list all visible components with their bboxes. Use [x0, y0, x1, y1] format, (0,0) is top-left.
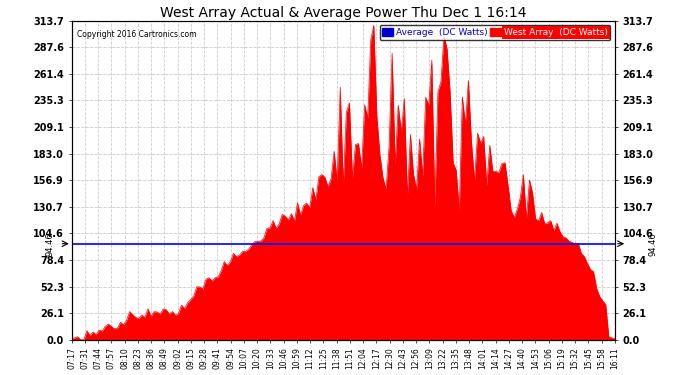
- Text: Copyright 2016 Cartronics.com: Copyright 2016 Cartronics.com: [77, 30, 197, 39]
- Legend: Average  (DC Watts), West Array  (DC Watts): Average (DC Watts), West Array (DC Watts…: [380, 25, 611, 40]
- Title: West Array Actual & Average Power Thu Dec 1 16:14: West Array Actual & Average Power Thu De…: [160, 6, 526, 20]
- Text: 94.46: 94.46: [46, 232, 55, 256]
- Text: 94.46: 94.46: [649, 232, 658, 256]
